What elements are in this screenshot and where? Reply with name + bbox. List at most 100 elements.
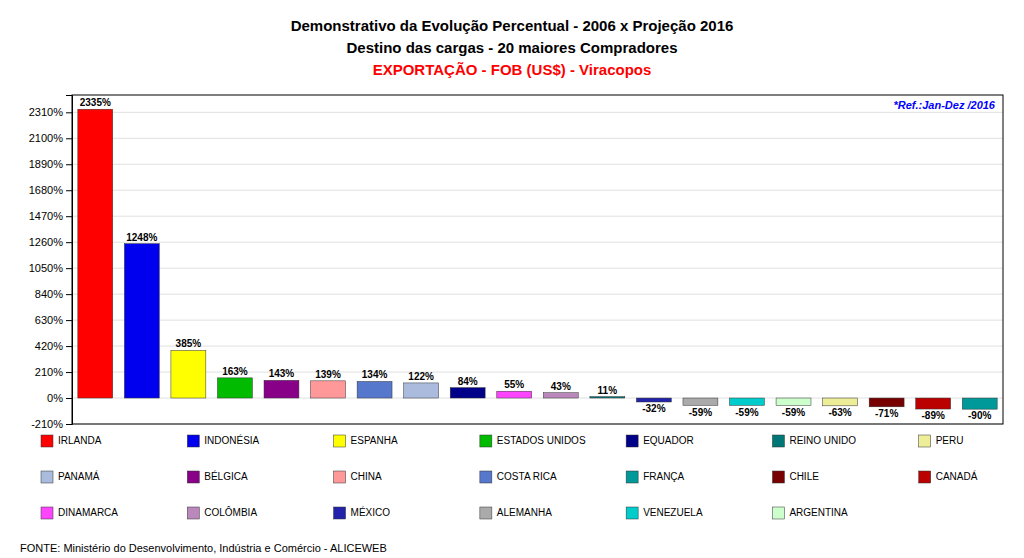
- grid-line: [72, 268, 1003, 269]
- bar: [776, 398, 811, 405]
- y-tick: 420%: [35, 340, 72, 352]
- legend-label: ALEMANHA: [497, 507, 552, 518]
- legend-swatch: [480, 471, 492, 483]
- legend-swatch: [334, 507, 346, 519]
- y-tick-label: 1470%: [29, 210, 63, 222]
- data-labels: 2335%1248%385%163%143%139%134%122%84%55%…: [80, 97, 992, 421]
- legend-swatch: [187, 435, 199, 447]
- data-label: 134%: [362, 369, 388, 380]
- bar: [497, 391, 532, 398]
- y-tick-mark: [66, 242, 72, 243]
- legend-label: PERU: [936, 435, 964, 446]
- data-label: 43%: [551, 381, 571, 392]
- legend-label: DINAMARCA: [58, 507, 118, 518]
- legend-swatch: [334, 435, 346, 447]
- y-tick-mark: [66, 346, 72, 347]
- bar: [450, 388, 485, 398]
- bar: [124, 244, 159, 398]
- legend-item: CANADÁ: [919, 470, 978, 483]
- grid-line: [72, 138, 1003, 139]
- bar: [171, 350, 206, 398]
- bar: [823, 398, 858, 406]
- y-tick: 2100%: [29, 132, 72, 144]
- legend-swatch: [41, 435, 53, 447]
- y-tick-mark: [66, 138, 72, 139]
- bar: [636, 398, 671, 402]
- y-tick: 1050%: [29, 262, 72, 274]
- chart: Demonstrativo da Evolução Percentual - 2…: [0, 0, 1024, 558]
- y-tick: 1260%: [29, 236, 72, 248]
- legend-swatch: [480, 435, 492, 447]
- grid-line: [72, 242, 1003, 243]
- data-label: 139%: [315, 369, 341, 380]
- y-axis: -210%0%210%420%630%840%1050%1260%1470%16…: [29, 96, 73, 431]
- legend-item: COLÔMBIA: [187, 506, 257, 519]
- legend-label: CANADÁ: [936, 470, 978, 482]
- grid-line: [72, 398, 1003, 399]
- legend-swatch: [626, 435, 638, 447]
- y-tick: 1680%: [29, 184, 72, 196]
- y-tick-mark: [66, 398, 72, 399]
- legend-swatch: [772, 507, 784, 519]
- legend-label: PANAMÁ: [58, 470, 100, 482]
- legend-item: INDONÉSIA: [187, 434, 259, 447]
- legend: IRLANDA INDONÉSIA ESPANHA ESTADOS UNIDOS EQU…: [41, 434, 978, 519]
- data-label: 1248%: [126, 232, 157, 243]
- grid-line: [72, 294, 1003, 295]
- legend-swatch: [187, 471, 199, 483]
- subtitle: Destino das cargas - 20 maiores Comprado…: [347, 39, 678, 56]
- legend-label: CHILE: [789, 471, 819, 482]
- bar: [916, 398, 951, 409]
- y-tick: 1470%: [29, 210, 72, 222]
- legend-item: VENEZUELA: [626, 507, 703, 519]
- legend-label: REINO UNIDO: [789, 435, 856, 446]
- data-label: 55%: [504, 379, 524, 390]
- legend-swatch: [41, 507, 53, 519]
- y-tick: 1890%: [29, 158, 72, 170]
- grid-line: [72, 112, 1003, 113]
- y-tick-mark: [66, 320, 72, 321]
- legend-item: CHILE: [772, 471, 819, 483]
- legend-item: PERU: [919, 435, 964, 447]
- bar: [217, 378, 252, 398]
- y-tick: 630%: [35, 314, 72, 326]
- bar: [869, 398, 904, 407]
- legend-item: FRANÇA: [626, 471, 684, 483]
- legend-item: IRLANDA: [41, 435, 102, 447]
- grid-line: [72, 346, 1003, 347]
- y-tick-label: 1050%: [29, 262, 63, 274]
- legend-label: ARGENTINA: [789, 507, 848, 518]
- titles: Demonstrativo da Evolução Percentual - 2…: [291, 17, 734, 56]
- legend-item: EQUADOR: [626, 435, 694, 447]
- y-tick: 210%: [35, 366, 72, 378]
- y-tick: 0%: [47, 392, 72, 404]
- legend-label: COLÔMBIA: [204, 506, 257, 518]
- data-label: 143%: [269, 368, 295, 379]
- y-tick-label: 0%: [47, 392, 63, 404]
- y-tick: 840%: [35, 288, 72, 300]
- y-tick-label: 2100%: [29, 132, 63, 144]
- data-label: -71%: [875, 408, 898, 419]
- y-tick-label: 1680%: [29, 184, 63, 196]
- legend-swatch: [187, 507, 199, 519]
- annotations: EXPORTAÇÃO - FOB (US$) - Viracopos*Ref.:…: [20, 61, 996, 554]
- grid-line: [72, 372, 1003, 373]
- legend-item: ESPANHA: [334, 435, 398, 447]
- legend-item: MÉXICO: [334, 506, 391, 519]
- data-label: 122%: [408, 371, 434, 382]
- y-tick-mark: [66, 164, 72, 165]
- data-label: 385%: [176, 338, 202, 349]
- legend-item: ARGENTINA: [772, 507, 848, 519]
- y-tick-mark: [66, 372, 72, 373]
- legend-swatch: [480, 507, 492, 519]
- legend-item: PANAMÁ: [41, 470, 100, 483]
- y-tick-label: 2310%: [29, 106, 63, 118]
- plot-frame: [72, 95, 1003, 424]
- legend-item: ESTADOS UNIDOS: [480, 435, 586, 447]
- legend-label: INDONÉSIA: [204, 434, 259, 446]
- legend-item: DINAMARCA: [41, 507, 118, 519]
- y-tick-mark: [66, 268, 72, 269]
- y-axis-line: [66, 96, 73, 425]
- y-tick-label: 210%: [35, 366, 63, 378]
- y-tick-mark: [66, 112, 72, 113]
